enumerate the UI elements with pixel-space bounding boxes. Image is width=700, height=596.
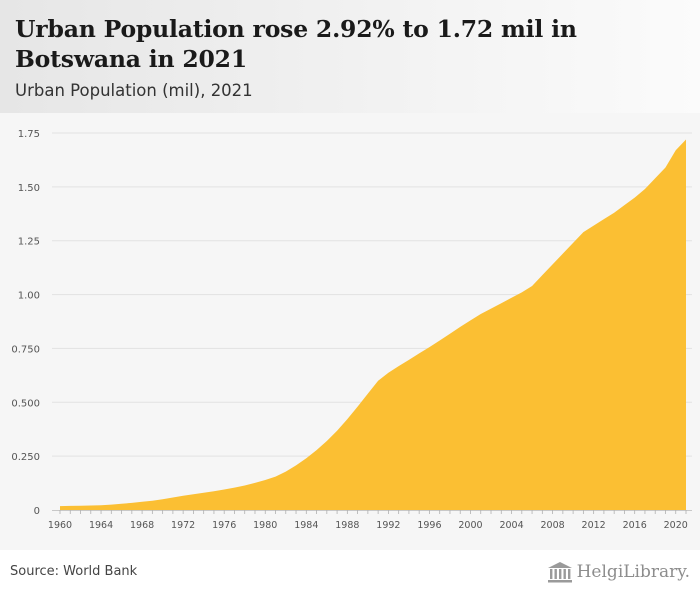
x-tick-label: 1972 — [171, 520, 195, 531]
x-tick-label: 1988 — [335, 520, 359, 531]
gridlines — [52, 132, 692, 457]
x-tick-label: 1992 — [376, 520, 400, 531]
logo-text: HelgiLibrary. — [576, 562, 690, 582]
chart-footer: Source: World Bank HelgiLibrary. — [0, 550, 700, 596]
x-tick-label: 1964 — [89, 520, 113, 531]
source-note: Source: World Bank — [10, 564, 138, 579]
chart-title: Urban Population rose 2.92% to 1.72 mil … — [15, 15, 577, 73]
series-area-layer — [60, 139, 686, 510]
library-building-icon — [547, 562, 572, 583]
y-tick-label: 0.250 — [11, 452, 40, 463]
y-tick-label: 0.500 — [11, 398, 40, 409]
x-tick-label: 2008 — [540, 520, 564, 531]
y-tick-label: 1.00 — [18, 291, 40, 302]
chart-header: Urban Population rose 2.92% to 1.72 mil … — [0, 0, 700, 113]
x-tick-label: 1968 — [130, 520, 154, 531]
x-tick-label: 2020 — [664, 520, 688, 531]
chart-subtitle: Urban Population (mil), 2021 — [15, 81, 253, 100]
y-tick-label: 0 — [34, 506, 40, 517]
x-tick-label: 1984 — [294, 520, 318, 531]
x-tick-label: 1980 — [253, 520, 277, 531]
helgi-library-logo[interactable]: HelgiLibrary. — [547, 559, 690, 585]
x-tick-label: 2004 — [499, 520, 523, 531]
y-tick-label: 1.50 — [18, 183, 40, 194]
x-tick-label: 2012 — [582, 520, 606, 531]
area-chart: 0 0.250 0.500 0.750 1.00 1.25 1.50 1.75 1960 1964… — [11, 129, 692, 531]
y-tick-label: 1.75 — [18, 129, 40, 140]
x-tick-label: 2016 — [623, 520, 647, 531]
x-tick-label: 1960 — [48, 520, 72, 531]
y-tick-label: 1.25 — [18, 237, 40, 248]
axes: 0 0.250 0.500 0.750 1.00 1.25 1.50 1.75 1960 1964… — [11, 129, 692, 531]
x-tick-label: 1976 — [212, 520, 236, 531]
x-tick-label: 1996 — [417, 520, 441, 531]
x-tick-label: 2000 — [458, 520, 482, 531]
y-tick-label: 0.750 — [11, 344, 40, 355]
series-area-urban-population — [60, 139, 686, 510]
chart-area: 0 0.250 0.500 0.750 1.00 1.25 1.50 1.75 1960 1964… — [0, 113, 700, 550]
